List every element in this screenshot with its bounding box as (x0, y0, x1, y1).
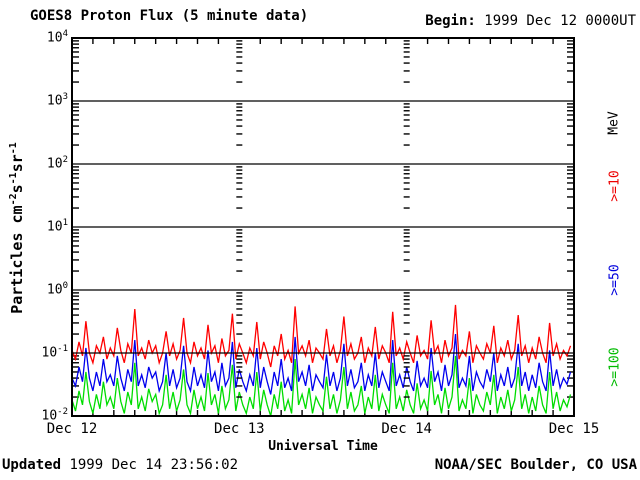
x-axis-title: Universal Time (268, 439, 378, 454)
credit-text: NOAA/SEC Boulder, CO USA (434, 457, 637, 473)
series-line-2 (71, 355, 572, 417)
begin-timestamp: Begin: 1999 Dec 12 0000UT (425, 13, 636, 29)
legend-unit-label: MeV (606, 111, 622, 135)
x-tick-label: Dec 15 (548, 421, 600, 437)
updated-value: 1999 Dec 14 23:56:02 (69, 457, 239, 473)
legend-label-ge50: >=50 (607, 264, 623, 296)
x-tick-label: Dec 14 (381, 421, 432, 437)
y-tick-label: 104 (46, 29, 68, 46)
y-tick-label: 103 (46, 92, 68, 109)
legend-label-ge10: >=10 (607, 170, 623, 202)
chart-title: GOES8 Proton Flux (5 minute data) (30, 8, 309, 24)
plot-border (71, 37, 575, 417)
updated-label: Updated (2, 457, 62, 473)
x-tick-label: Dec 13 (214, 421, 265, 437)
series-line-1 (71, 333, 572, 395)
updated-timestamp: Updated 1999 Dec 14 23:56:02 (2, 457, 238, 473)
y-tick-label: 10-2 (41, 407, 69, 424)
x-tick-label: Dec 12 (46, 421, 98, 437)
begin-label: Begin: (425, 13, 476, 29)
y-tick-label: 100 (46, 281, 68, 298)
y-tick-label: 102 (46, 155, 68, 172)
y-tick-label: 10-1 (41, 344, 69, 361)
y-tick-label: 101 (46, 218, 68, 235)
legend-label-ge100: >=100 (607, 347, 623, 387)
begin-value: 1999 Dec 12 0000UT (484, 13, 636, 29)
series-line-0 (71, 304, 572, 368)
